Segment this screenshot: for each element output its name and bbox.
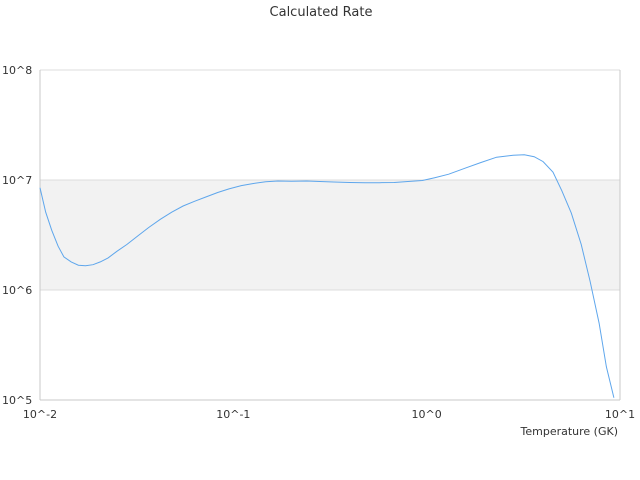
x-tick-label: 10^-2: [23, 408, 57, 421]
x-tick-label: 10^-1: [216, 408, 250, 421]
plot-area: [39, 154, 615, 398]
y-tick-label: 10^7: [2, 174, 32, 187]
chart-title: Calculated Rate: [270, 5, 373, 20]
y-tick-label: 10^5: [2, 394, 32, 407]
x-axis-label: Temperature (GK): [520, 425, 619, 438]
y-tick-label: 10^6: [2, 284, 32, 297]
x-tick-labels: 10^-2 10^-1 10^0 10^1: [23, 408, 635, 421]
y-tick-label: 10^8: [2, 64, 32, 77]
y-tick-labels: 10^5 10^6 10^7 10^8: [2, 64, 32, 407]
axes: [39, 70, 621, 401]
series-line: [39, 154, 615, 398]
shaded-band: [40, 180, 620, 290]
x-tick-label: 10^0: [412, 408, 442, 421]
x-tick-label: 10^1: [605, 408, 635, 421]
